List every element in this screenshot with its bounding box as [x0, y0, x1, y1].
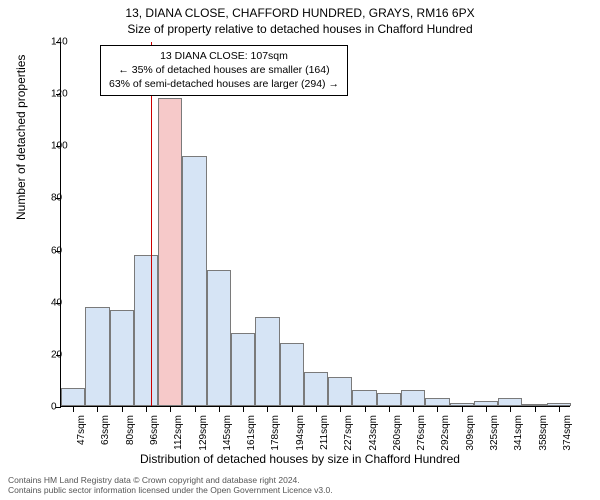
- chart-title-block: 13, DIANA CLOSE, CHAFFORD HUNDRED, GRAYS…: [0, 0, 600, 37]
- x-tick-label: 129sqm: [198, 415, 209, 451]
- histogram-bar: [328, 377, 352, 406]
- histogram-bar: [280, 343, 304, 406]
- histogram-bar: [352, 390, 376, 406]
- histogram-bar: [231, 333, 255, 406]
- histogram-bar: [304, 372, 328, 406]
- histogram-bar: [450, 403, 474, 406]
- footer-line-2: Contains public sector information licen…: [8, 485, 333, 496]
- x-tick-mark: [389, 407, 390, 412]
- title-line-1: 13, DIANA CLOSE, CHAFFORD HUNDRED, GRAYS…: [0, 6, 600, 22]
- annotation-line-2: ← 35% of detached houses are smaller (16…: [109, 63, 339, 77]
- footer-line-1: Contains HM Land Registry data © Crown c…: [8, 475, 333, 486]
- footer-attribution: Contains HM Land Registry data © Crown c…: [8, 475, 333, 496]
- y-tick-mark: [56, 94, 61, 95]
- x-tick-label: 161sqm: [246, 415, 257, 451]
- annotation-line-1: 13 DIANA CLOSE: 107sqm: [109, 49, 339, 63]
- y-tick-label: 20: [51, 349, 53, 360]
- x-tick-label: 292sqm: [440, 415, 451, 451]
- x-tick-label: 341sqm: [513, 415, 524, 451]
- x-tick-label: 178sqm: [270, 415, 281, 451]
- x-tick-mark: [437, 407, 438, 412]
- y-axis-label: Number of detached properties: [14, 55, 28, 220]
- y-tick-mark: [56, 303, 61, 304]
- x-tick-label: 194sqm: [295, 415, 306, 451]
- histogram-bar: [547, 403, 571, 406]
- y-tick-label: 0: [51, 402, 53, 413]
- histogram-bar: [158, 98, 182, 406]
- x-tick-mark: [559, 407, 560, 412]
- x-tick-label: 63sqm: [100, 415, 111, 445]
- x-tick-label: 243sqm: [368, 415, 379, 451]
- x-tick-mark: [340, 407, 341, 412]
- plot-area: 02040608010012014047sqm63sqm80sqm96sqm11…: [60, 42, 570, 407]
- x-tick-label: 227sqm: [343, 415, 354, 451]
- x-tick-mark: [97, 407, 98, 412]
- y-tick-label: 140: [51, 37, 53, 48]
- y-tick-label: 80: [51, 193, 53, 204]
- histogram-bar: [255, 317, 279, 406]
- x-tick-label: 112sqm: [173, 415, 184, 450]
- histogram-bar: [474, 401, 498, 406]
- y-tick-mark: [56, 146, 61, 147]
- x-axis-label: Distribution of detached houses by size …: [0, 452, 600, 466]
- x-tick-mark: [462, 407, 463, 412]
- annotation-box: 13 DIANA CLOSE: 107sqm ← 35% of detached…: [100, 45, 348, 96]
- x-tick-label: 358sqm: [538, 415, 549, 451]
- x-tick-label: 145sqm: [222, 415, 233, 451]
- y-tick-mark: [56, 251, 61, 252]
- y-tick-mark: [56, 407, 61, 408]
- x-tick-mark: [73, 407, 74, 412]
- x-tick-label: 96sqm: [149, 415, 160, 445]
- x-tick-label: 80sqm: [125, 415, 136, 445]
- histogram-bar: [377, 393, 401, 406]
- chart-area: 02040608010012014047sqm63sqm80sqm96sqm11…: [60, 42, 570, 407]
- y-tick-label: 100: [51, 141, 53, 152]
- y-tick-mark: [56, 42, 61, 43]
- x-tick-mark: [292, 407, 293, 412]
- y-tick-mark: [56, 355, 61, 356]
- histogram-bar: [498, 398, 522, 406]
- x-tick-mark: [510, 407, 511, 412]
- property-marker-line: [151, 42, 153, 406]
- histogram-bar: [110, 310, 134, 406]
- x-tick-mark: [170, 407, 171, 412]
- histogram-bar: [425, 398, 449, 406]
- x-tick-label: 325sqm: [489, 415, 500, 451]
- x-tick-label: 211sqm: [319, 415, 330, 450]
- x-tick-mark: [413, 407, 414, 412]
- y-tick-label: 60: [51, 245, 53, 256]
- annotation-line-3: 63% of semi-detached houses are larger (…: [109, 77, 339, 91]
- x-tick-label: 276sqm: [416, 415, 427, 451]
- y-tick-mark: [56, 198, 61, 199]
- histogram-bar: [134, 255, 158, 406]
- x-tick-mark: [486, 407, 487, 412]
- x-tick-mark: [195, 407, 196, 412]
- x-tick-mark: [267, 407, 268, 412]
- y-tick-label: 120: [51, 89, 53, 100]
- x-tick-mark: [365, 407, 366, 412]
- histogram-bar: [522, 404, 546, 406]
- histogram-bar: [401, 390, 425, 406]
- histogram-bar: [207, 270, 231, 406]
- x-tick-mark: [535, 407, 536, 412]
- x-tick-label: 260sqm: [392, 415, 403, 451]
- histogram-bar: [182, 156, 206, 406]
- title-line-2: Size of property relative to detached ho…: [0, 22, 600, 38]
- y-tick-label: 40: [51, 297, 53, 308]
- x-tick-mark: [316, 407, 317, 412]
- x-tick-label: 374sqm: [562, 415, 573, 451]
- x-tick-mark: [146, 407, 147, 412]
- histogram-bar: [61, 388, 85, 406]
- x-tick-mark: [219, 407, 220, 412]
- histogram-bar: [85, 307, 109, 406]
- x-tick-label: 309sqm: [465, 415, 476, 451]
- x-tick-mark: [122, 407, 123, 412]
- x-tick-mark: [243, 407, 244, 412]
- x-tick-label: 47sqm: [76, 415, 87, 445]
